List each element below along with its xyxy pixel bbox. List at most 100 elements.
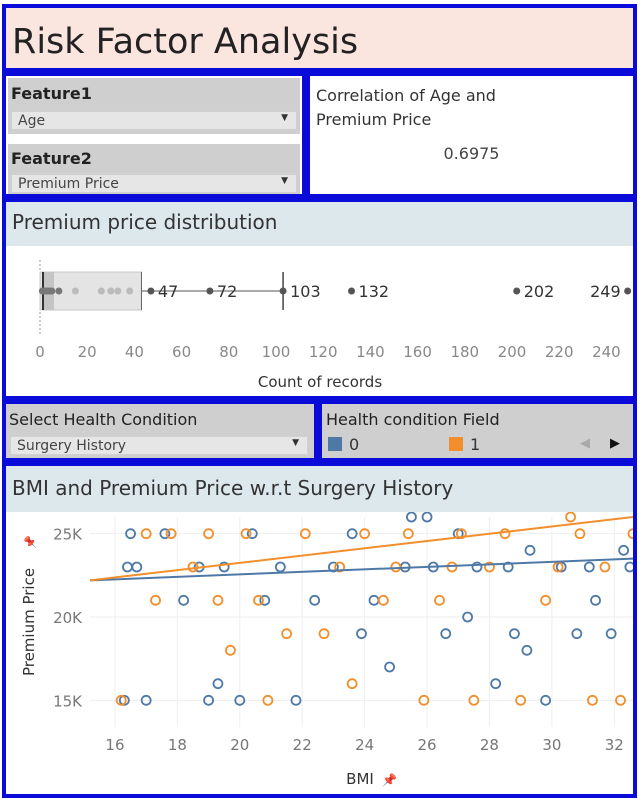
scatter-point-series-1 bbox=[615, 694, 626, 706]
scatter-point-series-1 bbox=[318, 628, 330, 640]
scatter-point-series-0 bbox=[509, 628, 520, 640]
scatter-point-series-1 bbox=[346, 678, 358, 690]
scatter-point-series-0 bbox=[490, 678, 502, 690]
feature2-value: Premium Price bbox=[18, 176, 119, 192]
scatter-point-series-1 bbox=[418, 694, 430, 706]
feature1-dropdown[interactable]: Age ▼ bbox=[11, 111, 297, 130]
scatter-point-series-1 bbox=[484, 561, 495, 573]
x-tick-label: 0 bbox=[35, 343, 45, 361]
legend-swatch-0 bbox=[328, 437, 342, 451]
scatter-point-series-0 bbox=[125, 528, 136, 540]
legend-item-0[interactable]: 0 bbox=[328, 435, 359, 454]
scatter-point-series-1 bbox=[599, 561, 611, 573]
scatter-point-series-1 bbox=[281, 628, 293, 640]
x-tick-label: 16 bbox=[105, 736, 124, 754]
scatter-point-series-0 bbox=[159, 528, 171, 540]
scatter-point-series-0 bbox=[122, 561, 133, 573]
outlier-label: 249 bbox=[590, 282, 621, 301]
outlier-label: 103 bbox=[290, 282, 321, 301]
scatter-point-series-1 bbox=[115, 694, 127, 706]
distribution-panel: Premium price distribution 47 72 103 132 202… bbox=[2, 198, 637, 400]
x-tick-label: 32 bbox=[605, 736, 624, 754]
scatter-point-series-0 bbox=[384, 661, 395, 673]
chevron-down-icon: ▼ bbox=[281, 176, 288, 186]
scatter-point-series-0 bbox=[583, 561, 595, 573]
scatter-point-series-0 bbox=[368, 594, 380, 606]
scatter-point-series-0 bbox=[346, 528, 358, 540]
health-condition-filter: Select Health Condition Surgery History … bbox=[6, 404, 314, 458]
data-point bbox=[107, 287, 115, 295]
scatter-point-series-0 bbox=[118, 694, 130, 706]
scatter-point-series-0 bbox=[212, 678, 224, 690]
scatter-point-series-1 bbox=[499, 528, 511, 540]
outlier-point bbox=[147, 287, 155, 295]
data-point bbox=[48, 287, 56, 295]
scatter-point-series-0 bbox=[259, 594, 271, 606]
x-tick-label: 160 bbox=[403, 343, 432, 361]
legend-label-1: 1 bbox=[470, 435, 481, 454]
x-tick-label: 30 bbox=[542, 736, 561, 754]
outlier-point bbox=[206, 287, 214, 295]
scatter-point-series-0 bbox=[605, 628, 617, 640]
correlation-panel: Correlation of Age and Premium Price 0.6… bbox=[306, 72, 637, 198]
scatter-point-series-0 bbox=[140, 694, 152, 706]
outlier-point bbox=[624, 287, 632, 295]
scatter-point-series-1 bbox=[140, 528, 152, 540]
scatter-point-series-0 bbox=[356, 628, 367, 640]
scatter-point-series-0 bbox=[462, 611, 474, 623]
outlier-point bbox=[348, 287, 356, 295]
correlation-title: Correlation of Age and Premium Price bbox=[316, 86, 496, 129]
scatter-point-series-0 bbox=[234, 694, 246, 706]
outlier-label: 132 bbox=[359, 282, 390, 301]
feature2-label: Feature2 bbox=[11, 149, 92, 168]
scatter-point-series-1 bbox=[359, 528, 371, 540]
scatter-point-series-0 bbox=[471, 561, 483, 573]
y-tick-label: 25K bbox=[53, 526, 83, 544]
y-tick-label: 15K bbox=[53, 692, 83, 710]
legend-item-1[interactable]: 1 bbox=[449, 435, 480, 454]
scatter-point-series-1 bbox=[262, 694, 274, 706]
x-tick-label: 100 bbox=[262, 343, 291, 361]
feature-filters-panel: Feature1 Age ▼ Feature2 Premium Price ▼ bbox=[2, 72, 306, 198]
x-tick-label: 80 bbox=[219, 343, 238, 361]
feature2-dropdown[interactable]: Premium Price ▼ bbox=[11, 174, 297, 193]
feature2-filter: Feature2 Premium Price ▼ bbox=[8, 144, 300, 194]
legend-panel: Health condition Field 0 1 ◀ ▶ bbox=[318, 400, 637, 462]
outlier-point bbox=[513, 287, 521, 295]
feature1-filter: Feature1 Age ▼ bbox=[8, 78, 300, 134]
data-point bbox=[114, 287, 122, 295]
x-tick-label: 40 bbox=[125, 343, 144, 361]
scatter-point-series-0 bbox=[590, 594, 601, 606]
trend-line-series-0 bbox=[89, 557, 633, 582]
scatter-chart: 15K 20K 25K 16 18 20 22 24 26 28 30 32 BMI 📌 Premium P… bbox=[20, 512, 633, 788]
distribution-chart: 47 72 103 132 202 249 0 20 40 60 80 100 120 140 160 180… bbox=[35, 260, 632, 391]
scatter-point-series-1 bbox=[225, 644, 236, 656]
scatter-point-series-1 bbox=[203, 528, 214, 540]
x-tick-label: 140 bbox=[356, 343, 385, 361]
correlation-value: 0.6975 bbox=[443, 144, 500, 163]
distribution-heading: Premium price distribution bbox=[6, 202, 633, 246]
legend-swatch-1 bbox=[449, 437, 463, 451]
x-tick-label: 180 bbox=[450, 343, 479, 361]
x-axis-title: BMI bbox=[346, 770, 374, 788]
data-point bbox=[55, 287, 63, 295]
legend-prev-icon[interactable]: ◀ bbox=[580, 436, 590, 451]
scatter-point-series-1 bbox=[574, 528, 586, 540]
data-point bbox=[71, 287, 79, 295]
scatter-heading: BMI and Premium Price w.r.t Surgery Hist… bbox=[6, 466, 633, 512]
legend-next-icon[interactable]: ▶ bbox=[610, 436, 620, 451]
scatter-point-series-0 bbox=[421, 512, 433, 523]
x-tick-label: 26 bbox=[417, 736, 436, 754]
scatter-point-series-1 bbox=[165, 528, 177, 540]
feature1-value: Age bbox=[18, 113, 46, 129]
health-condition-dropdown[interactable]: Surgery History ▼ bbox=[10, 436, 308, 455]
scatter-point-series-1 bbox=[540, 594, 552, 606]
scatter-point-series-1 bbox=[240, 528, 252, 540]
scatter-point-series-0 bbox=[540, 694, 552, 706]
legend-label-0: 0 bbox=[349, 435, 360, 454]
x-tick-label: 24 bbox=[355, 736, 374, 754]
scatter-point-series-1 bbox=[299, 528, 311, 540]
y-tick-label: 20K bbox=[53, 609, 83, 627]
scatter-panel: BMI and Premium Price w.r.t Surgery Hist… bbox=[2, 462, 637, 798]
y-axis-title: Premium Price bbox=[20, 568, 38, 676]
